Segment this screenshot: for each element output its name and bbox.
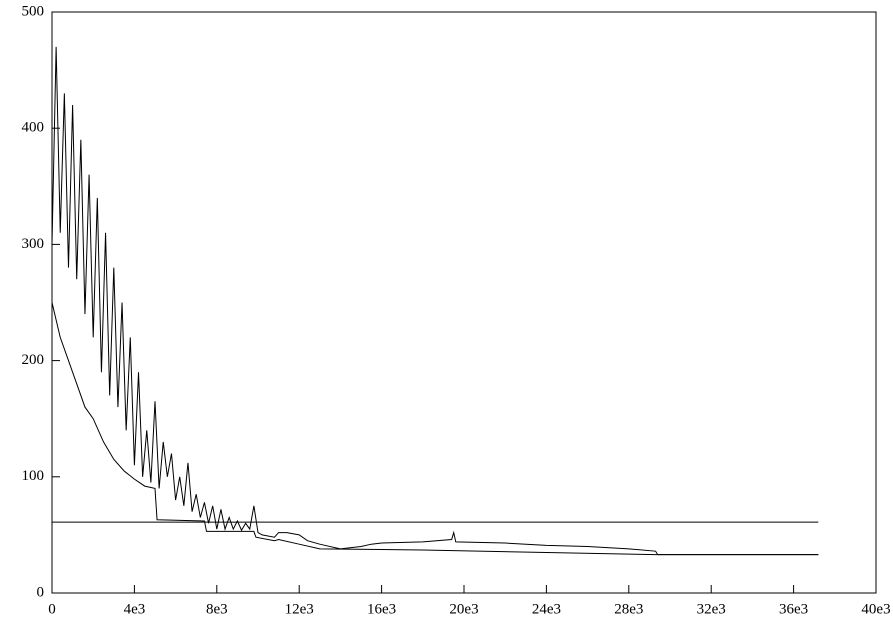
x-tick-label: 12e3 — [285, 601, 314, 617]
x-tick-label: 0 — [48, 601, 56, 617]
x-tick-label: 20e3 — [449, 601, 478, 617]
x-tick-label: 28e3 — [614, 601, 643, 617]
data-line — [51, 46, 819, 556]
x-tick-label: 36e3 — [779, 601, 808, 617]
x-tick-label: 4e3 — [124, 601, 146, 617]
x-tick-label: 16e3 — [367, 601, 396, 617]
x-tick-label: 40e3 — [861, 601, 890, 617]
y-tick-label: 100 — [22, 468, 45, 484]
data-line — [51, 302, 819, 556]
x-tick-label: 24e3 — [532, 601, 561, 617]
y-tick-label: 500 — [22, 3, 45, 19]
y-tick-label: 400 — [22, 120, 45, 136]
y-tick-label: 300 — [22, 236, 45, 252]
y-tick-label: 200 — [22, 352, 45, 368]
x-tick-label: 32e3 — [697, 601, 726, 617]
y-tick-label: 0 — [37, 584, 45, 600]
plot-frame — [51, 11, 877, 594]
x-tick-label: 8e3 — [206, 601, 228, 617]
